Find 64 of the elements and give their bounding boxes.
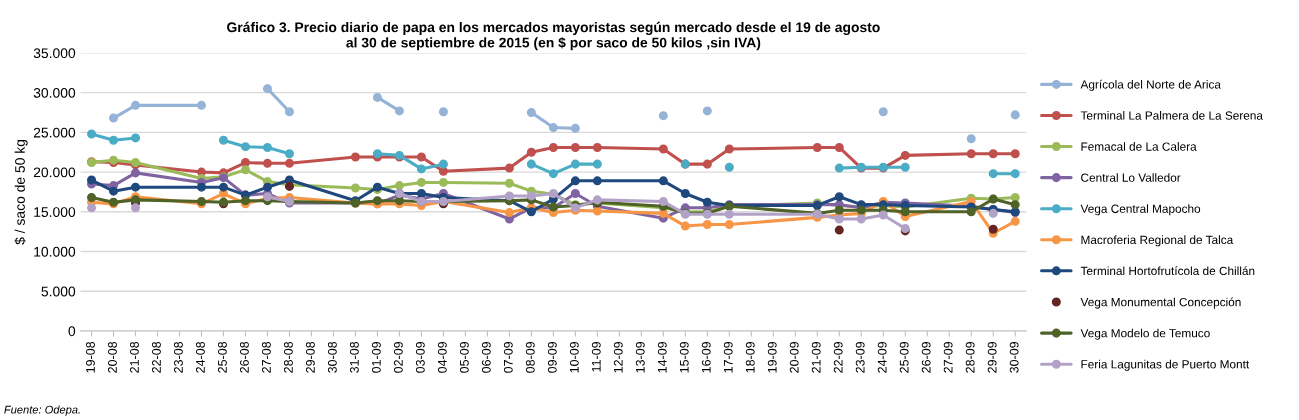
- x-tick-label: 08-09: [525, 341, 535, 373]
- x-tick-label: 30-09: [1009, 341, 1019, 373]
- x-tick-label: 24-09: [877, 341, 887, 373]
- y-tick-label: 0: [68, 326, 76, 337]
- y-tick-label: 30.000: [33, 87, 76, 98]
- x-tick-label: 24-08: [196, 341, 205, 373]
- x-tick-label: 29-08: [305, 341, 315, 373]
- x-tick-label: 07-09: [503, 341, 513, 373]
- y-tick-label: 35.000: [33, 48, 76, 59]
- x-tick-label: 20-08: [108, 341, 117, 373]
- x-tick-label: 28-08: [283, 341, 293, 373]
- x-tick-label: 17-09: [723, 341, 733, 373]
- x-tick-label: 21-08: [130, 341, 139, 373]
- x-tick-label: 25-09: [899, 341, 909, 373]
- y-tick-label: 25.000: [33, 127, 76, 138]
- x-tick-label: 23-08: [174, 341, 183, 373]
- x-tick-label: 02-09: [393, 341, 403, 373]
- legend-label: Feria Lagunitas de Puerto Montt: [1081, 359, 1250, 371]
- y-tick-label: 15.000: [34, 207, 76, 217]
- x-tick-label: 30-08: [327, 341, 337, 373]
- x-tick-label: 04-09: [437, 341, 447, 373]
- x-tick-label: 10-09: [569, 341, 579, 373]
- y-tick-label: 5.000: [41, 286, 76, 297]
- x-tick-label: 27-08: [261, 341, 271, 373]
- legend-label: Terminal La Palmera de La Serena: [1080, 111, 1263, 120]
- legend-label: Vega Monumental Concepción: [1080, 297, 1241, 309]
- y-axis-title: $ / saco de 50 kg: [14, 139, 28, 245]
- x-tick-label: 09-09: [547, 341, 557, 373]
- legend-label: Terminal Hortofrutícola de Chillán: [1080, 266, 1255, 276]
- x-tick-label: 18-09: [745, 341, 755, 373]
- x-tick-label: 19-09: [767, 341, 777, 373]
- x-tick-label: 20-09: [789, 341, 799, 373]
- x-tick-label: 22-08: [152, 341, 161, 373]
- legend-label: Central Lo Valledor: [1081, 173, 1181, 182]
- x-tick-label: 12-09: [613, 341, 623, 373]
- x-tick-label: 29-09: [987, 341, 997, 373]
- x-tick-label: 26-09: [921, 341, 931, 373]
- x-tick-label: 26-08: [239, 341, 249, 373]
- x-tick-label: 03-09: [415, 341, 425, 373]
- x-tick-label: 13-09: [635, 341, 645, 373]
- y-tick-label: 10.000: [34, 246, 76, 257]
- x-tick-label: 21-09: [811, 341, 821, 373]
- x-tick-label: 23-09: [855, 341, 865, 373]
- legend-label: Vega Central Mapocho: [1080, 204, 1201, 216]
- x-tick-label: 16-09: [701, 341, 711, 373]
- legend-label: Vega Modelo de Temuco: [1080, 328, 1210, 340]
- chart-title: Gráfico 3. Precio diario de papa en los mercados mayoristas según mercado desde el 19 de agosto al 30 de septiembre de 2015 (en $ por saco de 50 kilos ,sin IVA): [227, 21, 880, 51]
- x-tick-label: 01-09: [371, 341, 381, 373]
- y-tick-label: 20.000: [33, 167, 76, 178]
- x-tick-label: 14-09: [657, 341, 667, 373]
- x-tick-label: 19-08: [86, 341, 95, 373]
- x-tick-label: 28-09: [965, 341, 975, 373]
- x-tick-label: 11-09: [591, 341, 601, 372]
- legend-label: Femacal de La Calera: [1081, 142, 1197, 151]
- x-tick-label: 22-09: [833, 341, 843, 373]
- x-tick-label: 27-09: [943, 341, 953, 373]
- x-tick-label: 05-09: [459, 341, 469, 373]
- legend-label: Macroferia Regional de Talca: [1081, 235, 1234, 247]
- source-note: Fuente: Odepa.: [4, 405, 80, 416]
- x-tick-label: 31-08: [349, 341, 359, 373]
- legend-label: Agrícola del Norte de Arica: [1080, 79, 1221, 91]
- x-tick-label: 15-09: [679, 341, 689, 373]
- x-tick-label: 25-08: [217, 341, 227, 373]
- x-tick-label: 06-09: [481, 341, 491, 373]
